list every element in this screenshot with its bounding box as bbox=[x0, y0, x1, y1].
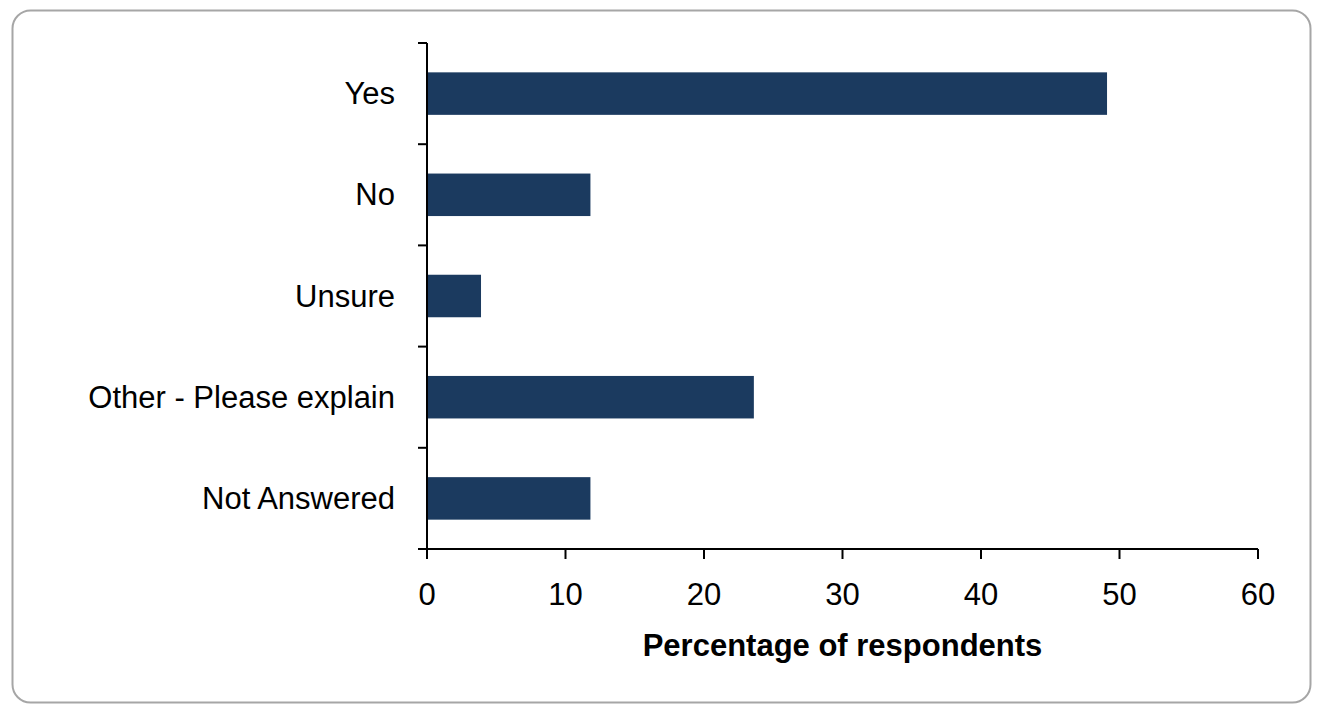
category-label: Other - Please explain bbox=[88, 380, 395, 415]
x-tick bbox=[1257, 549, 1259, 559]
x-tick bbox=[1119, 549, 1121, 559]
y-tick bbox=[418, 447, 427, 449]
x-tick-label: 10 bbox=[548, 577, 582, 612]
y-tick bbox=[418, 244, 427, 246]
x-axis-label: Percentage of respondents bbox=[643, 628, 1043, 663]
y-axis bbox=[426, 43, 428, 549]
x-tick bbox=[426, 549, 428, 559]
bar bbox=[427, 477, 590, 520]
x-tick bbox=[565, 549, 567, 559]
bar bbox=[427, 174, 590, 217]
category-label: Yes bbox=[344, 76, 395, 111]
y-tick bbox=[418, 42, 427, 44]
bar bbox=[427, 275, 481, 318]
chart-svg: Yes No Unsure Other - Please explain Not Ans… bbox=[0, 0, 1322, 714]
x-tick bbox=[703, 549, 705, 559]
bar bbox=[427, 72, 1107, 115]
category-label: Unsure bbox=[295, 279, 395, 314]
frame bbox=[13, 11, 1311, 703]
x-tick-label: 50 bbox=[1102, 577, 1136, 612]
x-tick bbox=[980, 549, 982, 559]
y-tick bbox=[418, 143, 427, 145]
x-tick-label: 0 bbox=[418, 577, 435, 612]
y-tick bbox=[418, 346, 427, 348]
x-tick-label: 40 bbox=[964, 577, 998, 612]
x-tick-label: 30 bbox=[825, 577, 859, 612]
bars bbox=[427, 72, 1107, 519]
x-tick-label: 20 bbox=[687, 577, 721, 612]
chart-container: Yes No Unsure Other - Please explain Not Ans… bbox=[0, 0, 1322, 714]
category-label: Not Answered bbox=[202, 481, 395, 516]
x-tick bbox=[842, 549, 844, 559]
category-label: No bbox=[355, 177, 395, 212]
x-tick-label: 60 bbox=[1241, 577, 1275, 612]
y-tick bbox=[418, 548, 427, 550]
bar bbox=[427, 376, 754, 419]
